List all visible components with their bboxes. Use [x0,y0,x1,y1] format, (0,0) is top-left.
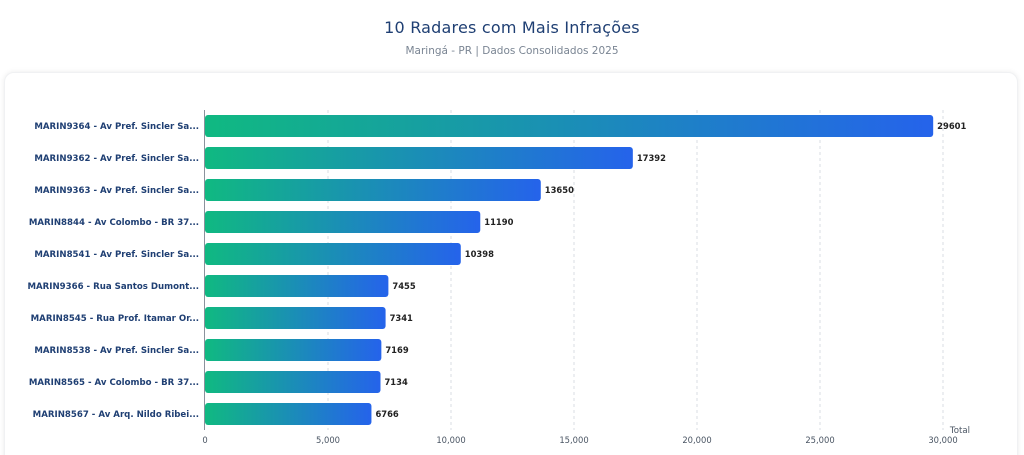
category-labels: MARIN9364 - Av Pref. Sincler Sa... MARIN9… [27,122,199,420]
category-label: MARIN8844 - Av Colombo - BR 37... [29,218,199,228]
bar[interactable] [205,307,386,329]
value-label: 7169 [385,345,408,355]
value-label: 11190 [484,217,513,227]
x-tick-label: 15,000 [559,435,588,445]
bars [205,115,934,425]
value-label: 10398 [465,249,494,259]
category-label: MARIN8545 - Rua Prof. Itamar Or... [31,314,199,324]
value-label: 13650 [545,185,574,195]
value-labels: 29601 17392 13650 11190 10398 7455 7341 7169 713… [375,121,966,419]
value-label: 7455 [392,281,415,291]
bar[interactable] [205,179,541,201]
x-tick-label: 30,000 [928,435,957,445]
x-tick-labels: 0 5,000 10,000 15,000 20,000 25,000 30,000 [202,435,957,445]
x-tick-label: 25,000 [805,435,834,445]
chart-title: 10 Radares com Mais Infrações [384,18,640,37]
category-label: MARIN9362 - Av Pref. Sincler Sa... [34,154,199,164]
bar[interactable] [205,147,633,169]
value-label: 17392 [637,153,666,163]
x-tick-label: 0 [202,435,207,445]
x-tick-label: 20,000 [682,435,711,445]
bar[interactable] [205,371,381,393]
value-label: 7341 [390,313,413,323]
category-label: MARIN8567 - Av Arq. Nildo Ribei... [33,410,199,420]
bar[interactable] [205,243,461,265]
category-label: MARIN9364 - Av Pref. Sincler Sa... [34,122,199,132]
value-label: 7134 [384,377,407,387]
bar[interactable] [205,403,372,425]
x-tick-label: 10,000 [436,435,465,445]
bar[interactable] [205,339,382,361]
value-label: 29601 [937,121,966,131]
bar[interactable] [205,211,481,233]
bar[interactable] [205,115,934,137]
x-axis-title: Total [949,426,970,436]
x-tick-label: 5,000 [316,435,340,445]
category-label: MARIN8541 - Av Pref. Sincler Sa... [34,250,199,260]
category-label: MARIN9366 - Rua Santos Dumont... [27,282,199,292]
bar[interactable] [205,275,389,297]
value-label: 6766 [375,409,398,419]
chart-subtitle: Maringá - PR | Dados Consolidados 2025 [405,45,619,57]
category-label: MARIN8538 - Av Pref. Sincler Sa... [34,346,199,356]
category-label: MARIN8565 - Av Colombo - BR 37... [29,378,199,388]
category-label: MARIN9363 - Av Pref. Sincler Sa... [34,186,199,196]
